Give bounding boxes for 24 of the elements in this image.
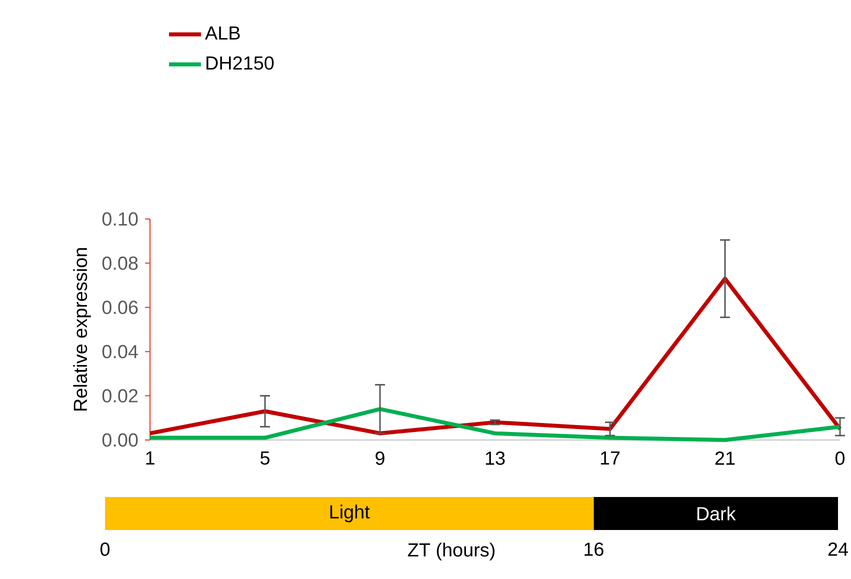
y-tick-label: 0.00 [102,433,138,447]
line-series [148,276,842,436]
x-tick-label: 21 [715,451,735,465]
series-label: Dark [697,506,736,520]
x-tick-label: 5 [260,452,270,465]
y-tick-label: 0.10 [102,212,138,226]
x-tick-label: 1 [146,452,154,465]
legend-label: ALB [205,26,240,40]
y-axis-title: Relative expression [73,248,91,411]
x-tick-label: 13 [486,451,505,465]
x-tick-label: 9 [376,451,384,465]
x-tick-label: 16 [584,542,604,556]
line-series [148,407,842,442]
x-axis-title: ZT (hours) [408,542,494,560]
y-tick-label: 0.04 [102,344,138,358]
legend-label: DH2150 [206,56,274,70]
x-tick-label: 0 [100,542,110,556]
x-tick-label: 24 [828,542,848,556]
x-tick-label: 17 [600,452,620,465]
y-tick-label: 0.08 [102,256,138,270]
y-tick-label: 0.06 [102,300,138,314]
series-label: Light [330,504,370,522]
y-tick-label: 0.02 [102,389,138,402]
x-tick-label: 0 [835,451,845,465]
